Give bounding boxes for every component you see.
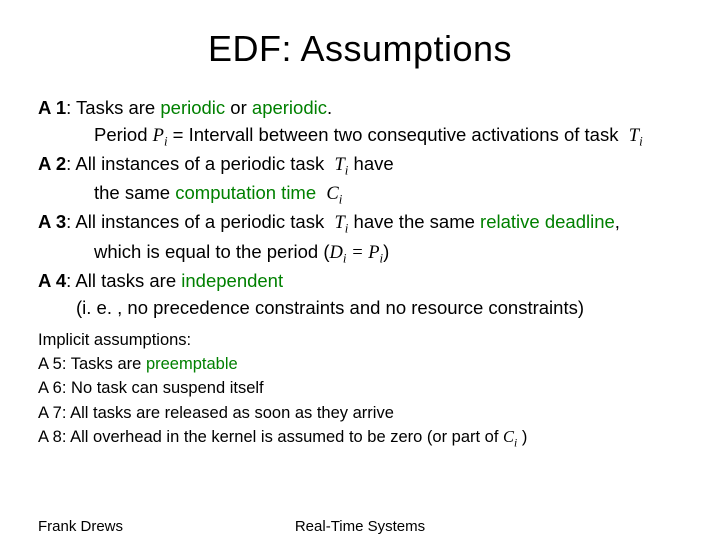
assumption-a4-line1: A 4: All tasks are independent (38, 269, 682, 294)
a2-post: have (348, 153, 393, 174)
a8-close: ) (517, 428, 527, 446)
a3-l2-pre: which is equal to the period ( (94, 241, 330, 262)
a3-text: : All instances of a periodic task (66, 211, 329, 232)
assumption-a5: A 5: Tasks are preemptable (38, 353, 682, 375)
a2-sym-t: T (335, 155, 345, 175)
assumption-a6: A 6: No task can suspend itself (38, 377, 682, 399)
a7-label: A 7: (38, 404, 66, 422)
assumption-a2-line2: the same computation time Ci (38, 181, 682, 208)
footer-title: Real-Time Systems (38, 518, 682, 535)
implicit-header: Implicit assumptions: (38, 329, 682, 351)
a3-eq: = (346, 243, 368, 263)
a3-sym-t: T (335, 213, 345, 233)
a2-hl: computation time (175, 182, 316, 203)
a7-text: All tasks are released as soon as they a… (66, 404, 393, 422)
a2-text: : All instances of a periodic task (66, 153, 329, 174)
a4-pre: : All tasks are (66, 270, 181, 291)
a3-mid: have the same (348, 211, 480, 232)
a3-close: ) (383, 241, 389, 262)
a1-sym-p: P (153, 126, 164, 146)
a2-label: A 2 (38, 153, 66, 174)
assumption-a3-line2: which is equal to the period (Di = Pi) (38, 240, 682, 267)
slide-title: EDF: Assumptions (38, 28, 682, 70)
assumption-a1-line1: A 1: Tasks are periodic or aperiodic. (38, 96, 682, 121)
a2-sym-c-sub: i (339, 192, 343, 207)
assumption-a8: A 8: All overhead in the kernel is assum… (38, 426, 682, 452)
assumption-a7: A 7: All tasks are released as soon as t… (38, 402, 682, 424)
a5-hl: preemptable (146, 355, 238, 373)
a1-mid1: or (225, 97, 252, 118)
a1-hl1: periodic (160, 97, 225, 118)
a8-label: A 8: (38, 428, 66, 446)
a1-l2-post: = Intervall between two consequtive acti… (168, 124, 624, 145)
a4-hl: independent (181, 270, 283, 291)
a3-sym-d: D (330, 243, 343, 263)
a5-pre: Tasks are (66, 355, 145, 373)
a3-comma: , (615, 211, 620, 232)
a1-hl2: aperiodic (252, 97, 327, 118)
a3-sym-p: P (368, 243, 379, 263)
slide: EDF: Assumptions A 1: Tasks are periodic… (0, 0, 720, 540)
a1-pre: : Tasks are (66, 97, 160, 118)
a8-sym-c: C (503, 427, 514, 446)
a3-hl: relative deadline (480, 211, 615, 232)
a1-sym-t-sub: i (639, 134, 643, 149)
a6-label: A 6: (38, 379, 66, 397)
a1-l2-pre: Period (94, 124, 153, 145)
a1-label: A 1 (38, 97, 66, 118)
a2-sym-c: C (326, 184, 338, 204)
assumption-a1-line2: Period Pi = Intervall between two conseq… (38, 123, 682, 150)
a2-l2-pre: the same (94, 182, 175, 203)
a8-text: All overhead in the kernel is assumed to… (66, 428, 503, 446)
a1-post1: . (327, 97, 332, 118)
a4-label: A 4 (38, 270, 66, 291)
a1-sym-t: T (629, 126, 639, 146)
a5-label: A 5: (38, 355, 66, 373)
body-text: A 1: Tasks are periodic or aperiodic. Pe… (38, 96, 682, 321)
implicit-block: Implicit assumptions: A 5: Tasks are pre… (38, 329, 682, 452)
assumption-a2-line1: A 2: All instances of a periodic task Ti… (38, 152, 682, 179)
a6-text: No task can suspend itself (66, 379, 263, 397)
a3-label: A 3 (38, 211, 66, 232)
assumption-a3-line1: A 3: All instances of a periodic task Ti… (38, 210, 682, 237)
assumption-a4-line2: (i. e. , no precedence constraints and n… (38, 296, 682, 321)
